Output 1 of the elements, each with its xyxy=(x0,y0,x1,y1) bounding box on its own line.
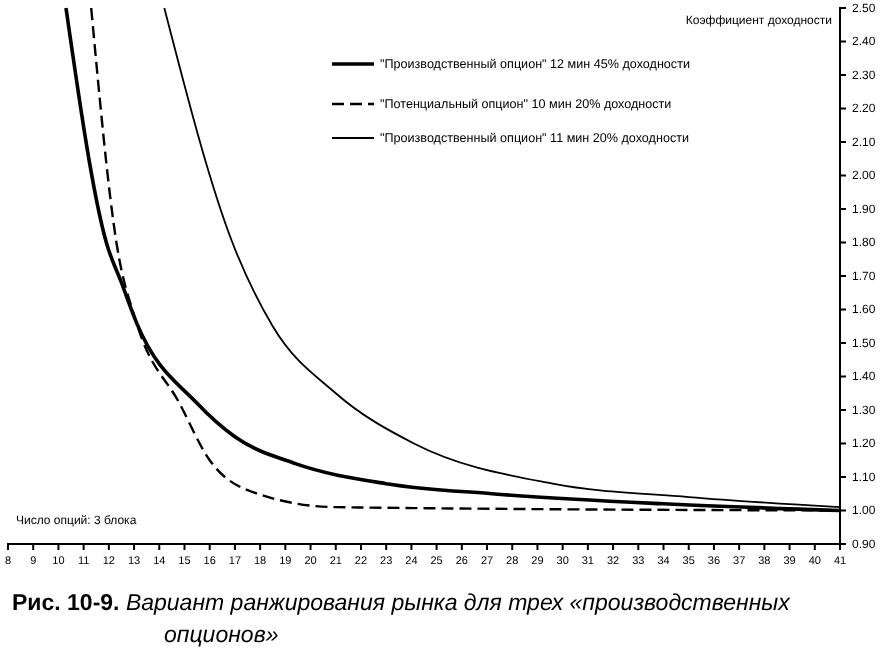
text: Рис. 10-9. Вариант ранжирования рынка для трех «производственных опционов» xyxy=(12,592,793,648)
